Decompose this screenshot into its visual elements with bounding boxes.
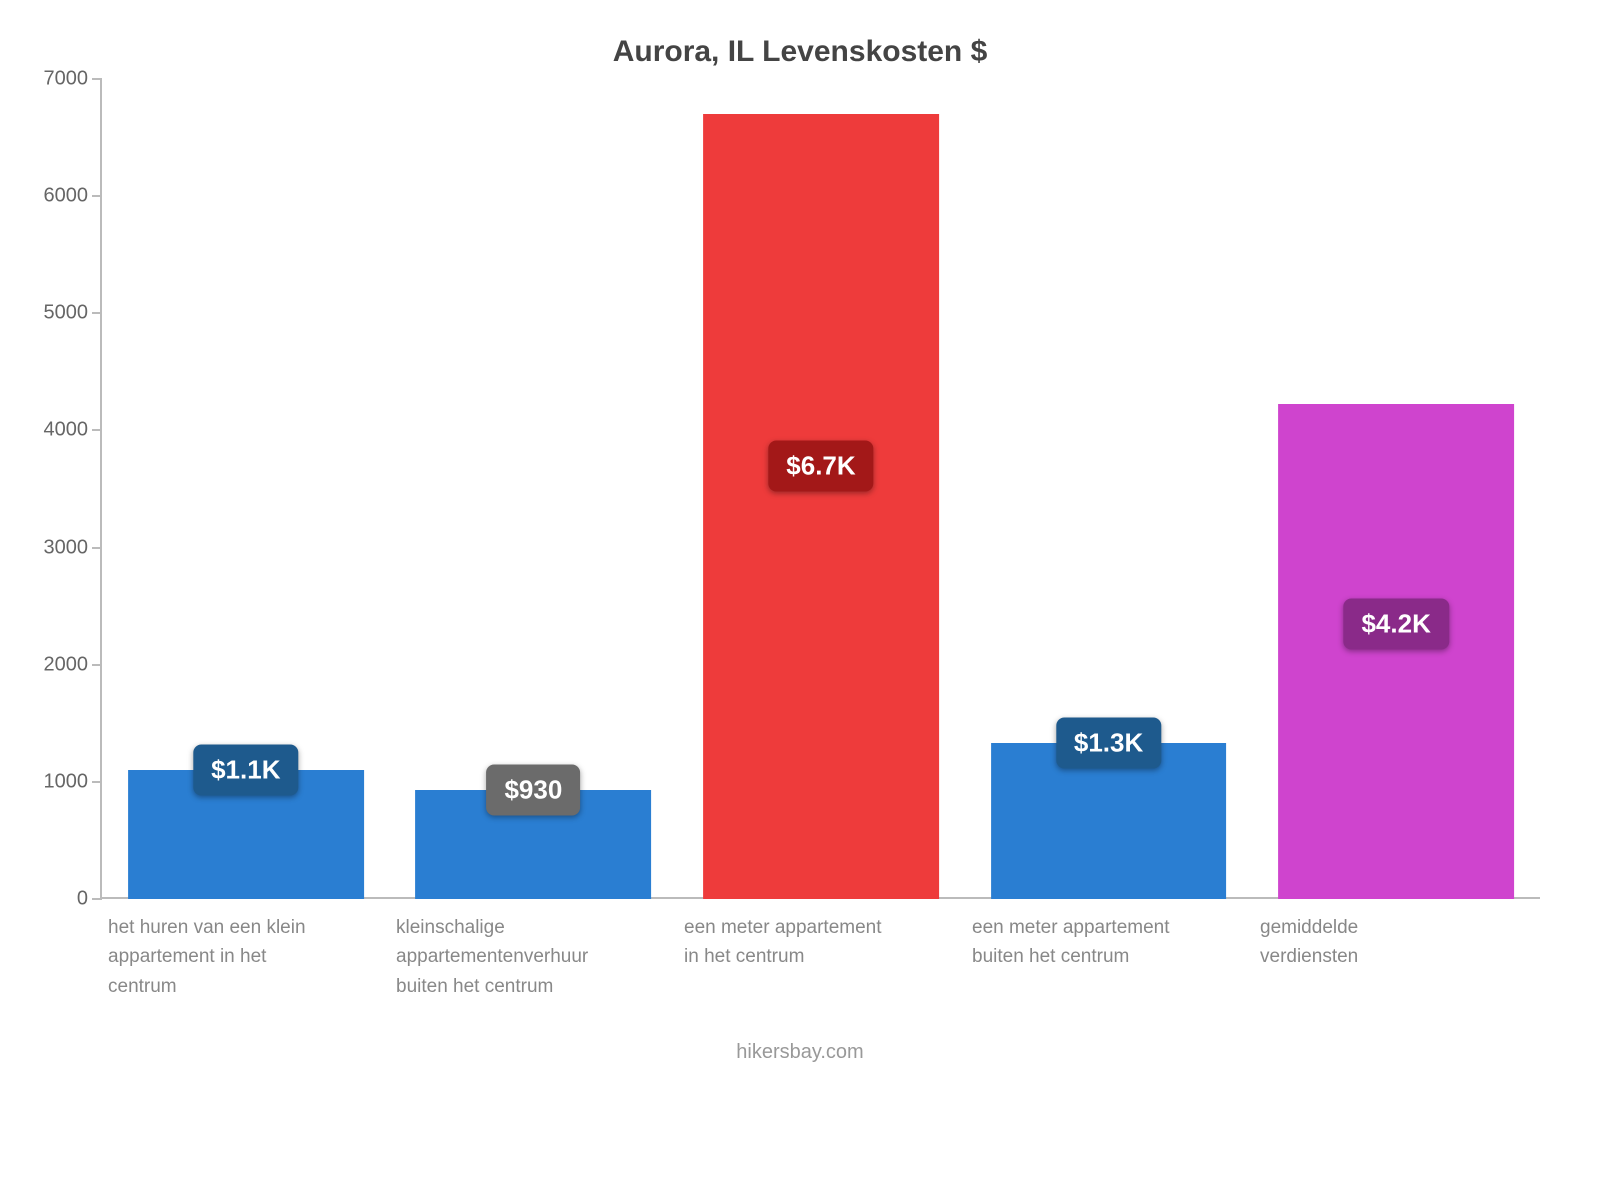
x-labels-row: het huren van een klein appartement in h… <box>100 899 1540 1001</box>
bars-group: $1.1K $930 $6.7K $1.3K $4.2K <box>102 79 1540 899</box>
y-tick-label: 0 <box>77 888 102 911</box>
y-tick-label: 6000 <box>44 185 103 208</box>
value-badge: $6.7K <box>768 440 873 491</box>
x-label-slot: gemiddelde verdiensten <box>1252 899 1540 1001</box>
bar[interactable] <box>703 114 939 899</box>
bar[interactable] <box>1278 404 1514 900</box>
bar-slot: $4.2K <box>1252 79 1540 899</box>
y-tick-label: 5000 <box>44 302 103 325</box>
bar-slot: $6.7K <box>677 79 965 899</box>
x-label-slot: een meter appartement buiten het centrum <box>964 899 1252 1001</box>
y-tick-label: 3000 <box>44 536 103 559</box>
y-tick-label: 2000 <box>44 653 103 676</box>
y-tick-label: 1000 <box>44 770 103 793</box>
x-label: gemiddelde verdiensten <box>1260 913 1460 972</box>
bar-slot: $1.1K <box>102 79 390 899</box>
value-badge: $4.2K <box>1343 598 1448 649</box>
value-badge: $1.3K <box>1056 718 1161 769</box>
x-label: een meter appartement in het centrum <box>684 913 884 972</box>
chart-title: Aurora, IL Levenskosten $ <box>40 35 1560 69</box>
chart-footer: hikersbay.com <box>40 1041 1560 1064</box>
bar-slot: $1.3K <box>965 79 1253 899</box>
x-label: het huren van een klein appartement in h… <box>108 913 308 1001</box>
chart-container: Aurora, IL Levenskosten $ $1.1K $930 $6.7K… <box>0 0 1600 1200</box>
x-label: kleinschalige appartementenverhuur buite… <box>396 913 596 1001</box>
x-label-slot: kleinschalige appartementenverhuur buite… <box>388 899 676 1001</box>
bar-slot: $930 <box>390 79 678 899</box>
plot-area: $1.1K$930$6.7K$1.3K$4.2K 010002000300040… <box>100 79 1540 899</box>
x-label-slot: het huren van een klein appartement in h… <box>100 899 388 1001</box>
value-badge: $930 <box>486 765 580 816</box>
value-badge: $1.1K <box>193 745 298 796</box>
x-label: een meter appartement buiten het centrum <box>972 913 1172 972</box>
y-tick-label: 7000 <box>44 68 103 91</box>
y-tick-label: 4000 <box>44 419 103 442</box>
x-label-slot: een meter appartement in het centrum <box>676 899 964 1001</box>
